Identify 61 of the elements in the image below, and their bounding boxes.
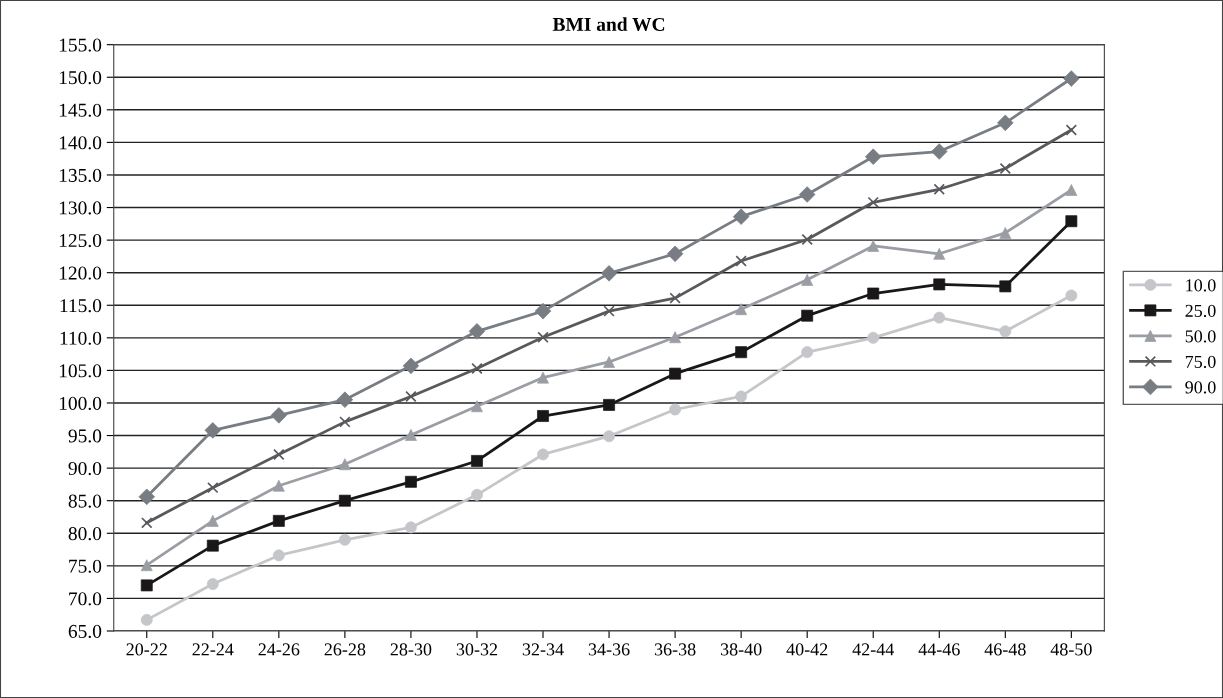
- y-tick-label: 130.0: [59, 201, 102, 215]
- point: [471, 455, 483, 467]
- point: [931, 143, 948, 160]
- point: [405, 390, 417, 403]
- x-tick-label: 40-42: [786, 643, 828, 656]
- x-tick-label: 20-22: [126, 643, 167, 656]
- y-tick-label: 95.0: [68, 429, 102, 443]
- point: [537, 331, 549, 343]
- y-tick-label: 70.0: [69, 592, 102, 606]
- x-tick-label: 30-32: [456, 643, 498, 656]
- legend-label: 50.0: [1185, 330, 1216, 343]
- y-tick-label: 65.0: [68, 624, 102, 639]
- point: [1065, 124, 1078, 136]
- point: [468, 323, 486, 340]
- y-tick-label: 155.0: [59, 38, 102, 52]
- x-tick-label: 24-26: [258, 643, 300, 656]
- y-tick-label: 115.0: [60, 299, 102, 313]
- y-tick-label: 85.0: [68, 494, 102, 508]
- y-tick-label: 90.0: [68, 461, 102, 476]
- point: [999, 162, 1012, 175]
- y-tick-label: 150.0: [59, 71, 102, 85]
- legend-label: 10.0: [1186, 279, 1216, 292]
- point: [801, 233, 813, 246]
- x-tick-label: 28-30: [390, 643, 432, 656]
- y-tick-label: 120.0: [59, 266, 102, 280]
- y-tick-label: 125.0: [59, 233, 102, 248]
- y-tick-label: 145.0: [59, 103, 102, 117]
- point: [270, 407, 288, 424]
- legend-label: 90.0: [1185, 381, 1216, 394]
- point: [867, 196, 879, 209]
- legend-label: 75.0: [1185, 355, 1216, 368]
- x-tick-label: 38-40: [720, 643, 762, 656]
- point: [336, 391, 354, 408]
- x-tick-label: 42-44: [852, 643, 894, 656]
- x-tick-label: 48-50: [1050, 643, 1092, 656]
- x-tick-label: 44-46: [918, 643, 960, 656]
- y-tick-label: 80.0: [68, 527, 102, 541]
- y-tick-label: 110.0: [60, 331, 102, 345]
- x-tick-label: 32-34: [522, 643, 564, 656]
- point: [339, 416, 351, 428]
- point: [141, 517, 153, 529]
- legend-label: 25.0: [1185, 304, 1216, 317]
- x-tick-label: 26-28: [324, 643, 366, 656]
- y-tick-label: 105.0: [59, 364, 102, 378]
- x-tick-label: 22-24: [192, 643, 234, 656]
- chart-title: BMI and WC: [552, 17, 665, 32]
- y-tick-label: 135.0: [59, 168, 102, 182]
- y-tick-label: 140.0: [59, 136, 102, 150]
- point: [273, 448, 285, 461]
- point: [471, 362, 483, 375]
- point: [735, 255, 747, 267]
- point: [207, 481, 219, 494]
- y-tick-label: 100.0: [59, 396, 102, 410]
- x-tick-label: 46-48: [984, 643, 1026, 656]
- x-tick-label: 36-38: [654, 643, 696, 656]
- point: [933, 183, 945, 195]
- y-tick-label: 75.0: [69, 559, 102, 573]
- point: [603, 305, 615, 317]
- point: [537, 410, 549, 422]
- point: [669, 292, 681, 304]
- x-tick-label: 34-36: [588, 643, 630, 656]
